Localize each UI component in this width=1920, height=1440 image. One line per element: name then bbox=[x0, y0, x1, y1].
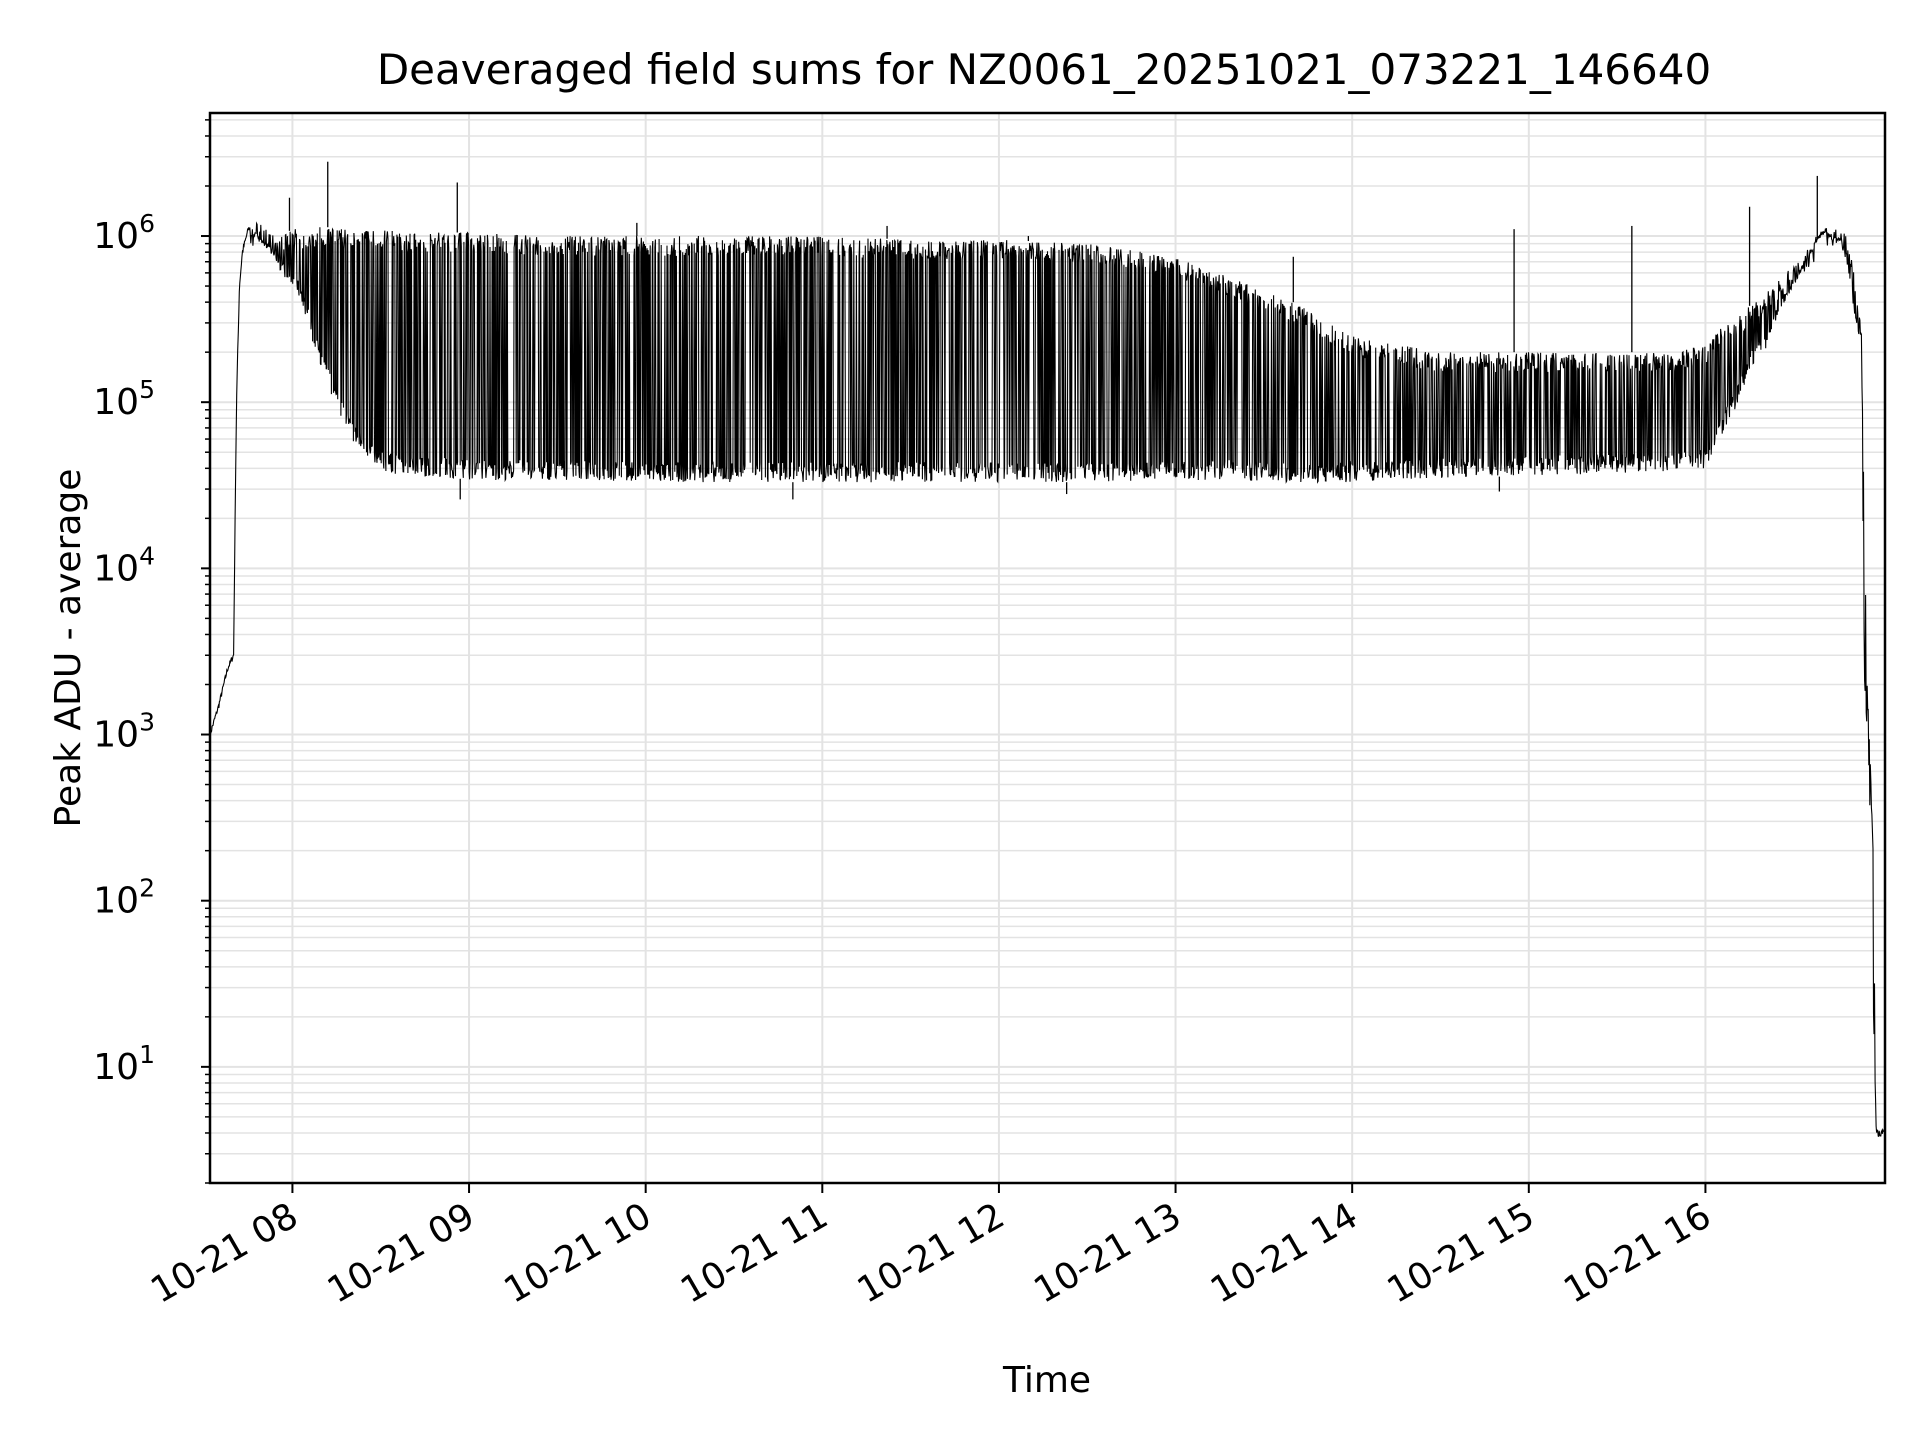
y-tick-label: 101 bbox=[93, 1040, 155, 1088]
plot-area-frame bbox=[208, 111, 1887, 1185]
x-axis-label: Time bbox=[1002, 1360, 1091, 1401]
y-tick-label: 106 bbox=[93, 209, 155, 257]
y-tick-label: 103 bbox=[93, 708, 155, 756]
data-series bbox=[209, 161, 1886, 1138]
data-line bbox=[209, 221, 1886, 1138]
y-tick-label: 105 bbox=[93, 375, 155, 423]
y-axis-label: Peak ADU - average bbox=[48, 469, 89, 828]
chart-title: Deaveraged field sums for NZ0061_2025102… bbox=[377, 45, 1711, 94]
y-tick-label: 102 bbox=[93, 874, 155, 922]
y-tick-label: 104 bbox=[93, 541, 155, 589]
y-axis-ticks: 101 102 103 104 105 106 bbox=[93, 119, 210, 1184]
